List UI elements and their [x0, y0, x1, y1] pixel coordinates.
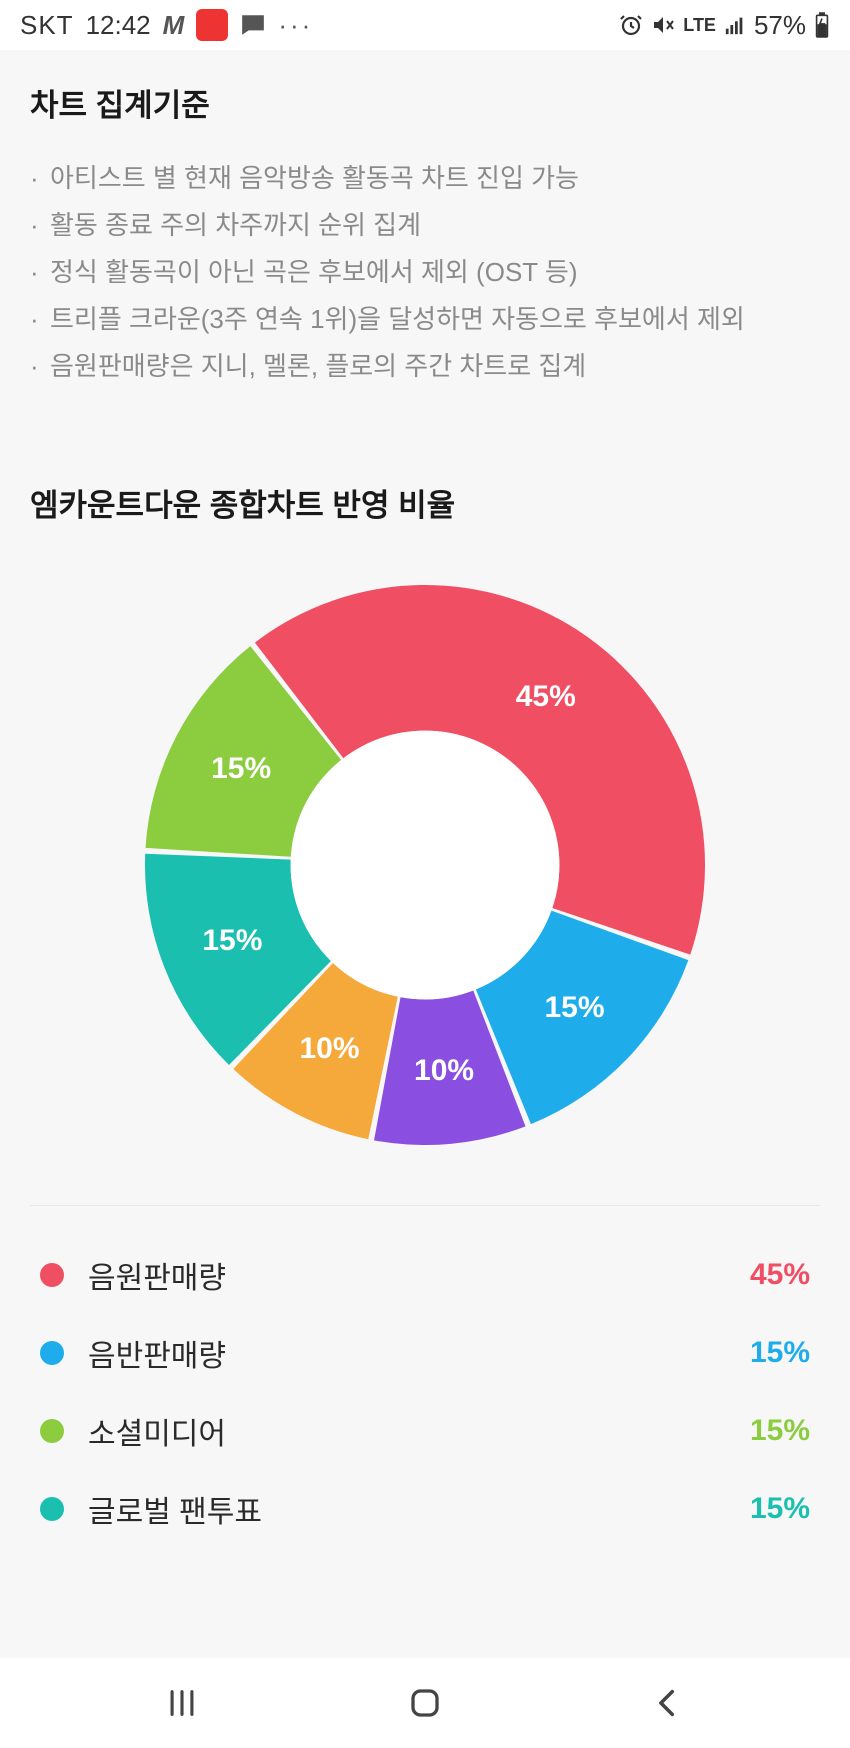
legend-label: 음원판매량: [88, 1253, 226, 1297]
clock-label: 12:42: [86, 10, 151, 41]
donut-slice-label: 15%: [202, 924, 262, 958]
recents-button[interactable]: [152, 1673, 212, 1733]
donut-chart: 45% 15% 10% 10% 15% 15%: [145, 585, 705, 1145]
chat-icon: [240, 12, 266, 38]
legend-dot: [40, 1341, 64, 1365]
legend-dot: [40, 1497, 64, 1521]
criteria-list: 아티스트 별 현재 음악방송 활동곡 차트 진입 가능 활동 종료 주의 차주까…: [30, 155, 820, 390]
mute-icon: [651, 13, 675, 37]
chart-container: 45% 15% 10% 10% 15% 15%: [30, 555, 820, 1195]
divider: [30, 1205, 820, 1206]
legend-row: 음반판매량 15%: [40, 1314, 810, 1392]
legend-dot: [40, 1263, 64, 1287]
status-bar: SKT 12:42 M ··· LTE 57%: [0, 0, 850, 50]
app-icon-m: M: [163, 10, 185, 41]
legend-value: 15%: [750, 1492, 810, 1526]
legend-dot: [40, 1419, 64, 1443]
donut-slice-label: 15%: [211, 752, 271, 786]
legend-row: 음원판매량 45%: [40, 1236, 810, 1314]
network-label: LTE: [683, 15, 716, 36]
donut-slice-label: 45%: [516, 680, 576, 714]
more-icon: ···: [278, 10, 313, 41]
legend-row: 소셜미디어 15%: [40, 1392, 810, 1470]
criteria-item: 음원판매량은 지니, 멜론, 플로의 주간 차트로 집계: [30, 343, 820, 390]
app-icon-red: [196, 9, 228, 41]
criteria-item: 활동 종료 주의 차주까지 순위 집계: [30, 202, 820, 249]
legend-label: 글로벌 팬투표: [88, 1487, 262, 1531]
signal-icon: [724, 14, 746, 36]
criteria-item: 정식 활동곡이 아닌 곡은 후보에서 제외 (OST 등): [30, 249, 820, 296]
legend-value: 15%: [750, 1414, 810, 1448]
criteria-item: 아티스트 별 현재 음악방송 활동곡 차트 진입 가능: [30, 155, 820, 202]
chart-section: 엠카운트다운 종합차트 반영 비율 45% 15% 10% 10% 15% 15% 음원판…: [30, 480, 820, 1548]
battery-icon: [814, 12, 830, 38]
criteria-item: 트리플 크라운(3주 연속 1위)을 달성하면 자동으로 후보에서 제외: [30, 296, 820, 343]
alarm-icon: [619, 13, 643, 37]
nav-bar: [0, 1658, 850, 1748]
back-button[interactable]: [638, 1673, 698, 1733]
battery-label: 57%: [754, 10, 806, 41]
carrier-label: SKT: [20, 10, 74, 41]
status-left: SKT 12:42 M ···: [20, 9, 313, 41]
home-button[interactable]: [395, 1673, 455, 1733]
status-right: LTE 57%: [619, 10, 830, 41]
page-content: 차트 집계기준 아티스트 별 현재 음악방송 활동곡 차트 진입 가능 활동 종…: [0, 50, 850, 1658]
donut-slice-label: 10%: [299, 1032, 359, 1066]
criteria-title: 차트 집계기준: [30, 80, 820, 125]
legend-label: 소셜미디어: [88, 1409, 226, 1453]
chart-title: 엠카운트다운 종합차트 반영 비율: [30, 480, 820, 525]
legend-list: 음원판매량 45% 음반판매량 15% 소셜미디어 15% 글로벌 팬투표 15%: [30, 1236, 820, 1548]
donut-slice-label: 10%: [414, 1054, 474, 1088]
legend-value: 45%: [750, 1258, 810, 1292]
legend-value: 15%: [750, 1336, 810, 1370]
legend-label: 음반판매량: [88, 1331, 226, 1375]
donut-slice-label: 15%: [544, 991, 604, 1025]
legend-row: 글로벌 팬투표 15%: [40, 1470, 810, 1548]
